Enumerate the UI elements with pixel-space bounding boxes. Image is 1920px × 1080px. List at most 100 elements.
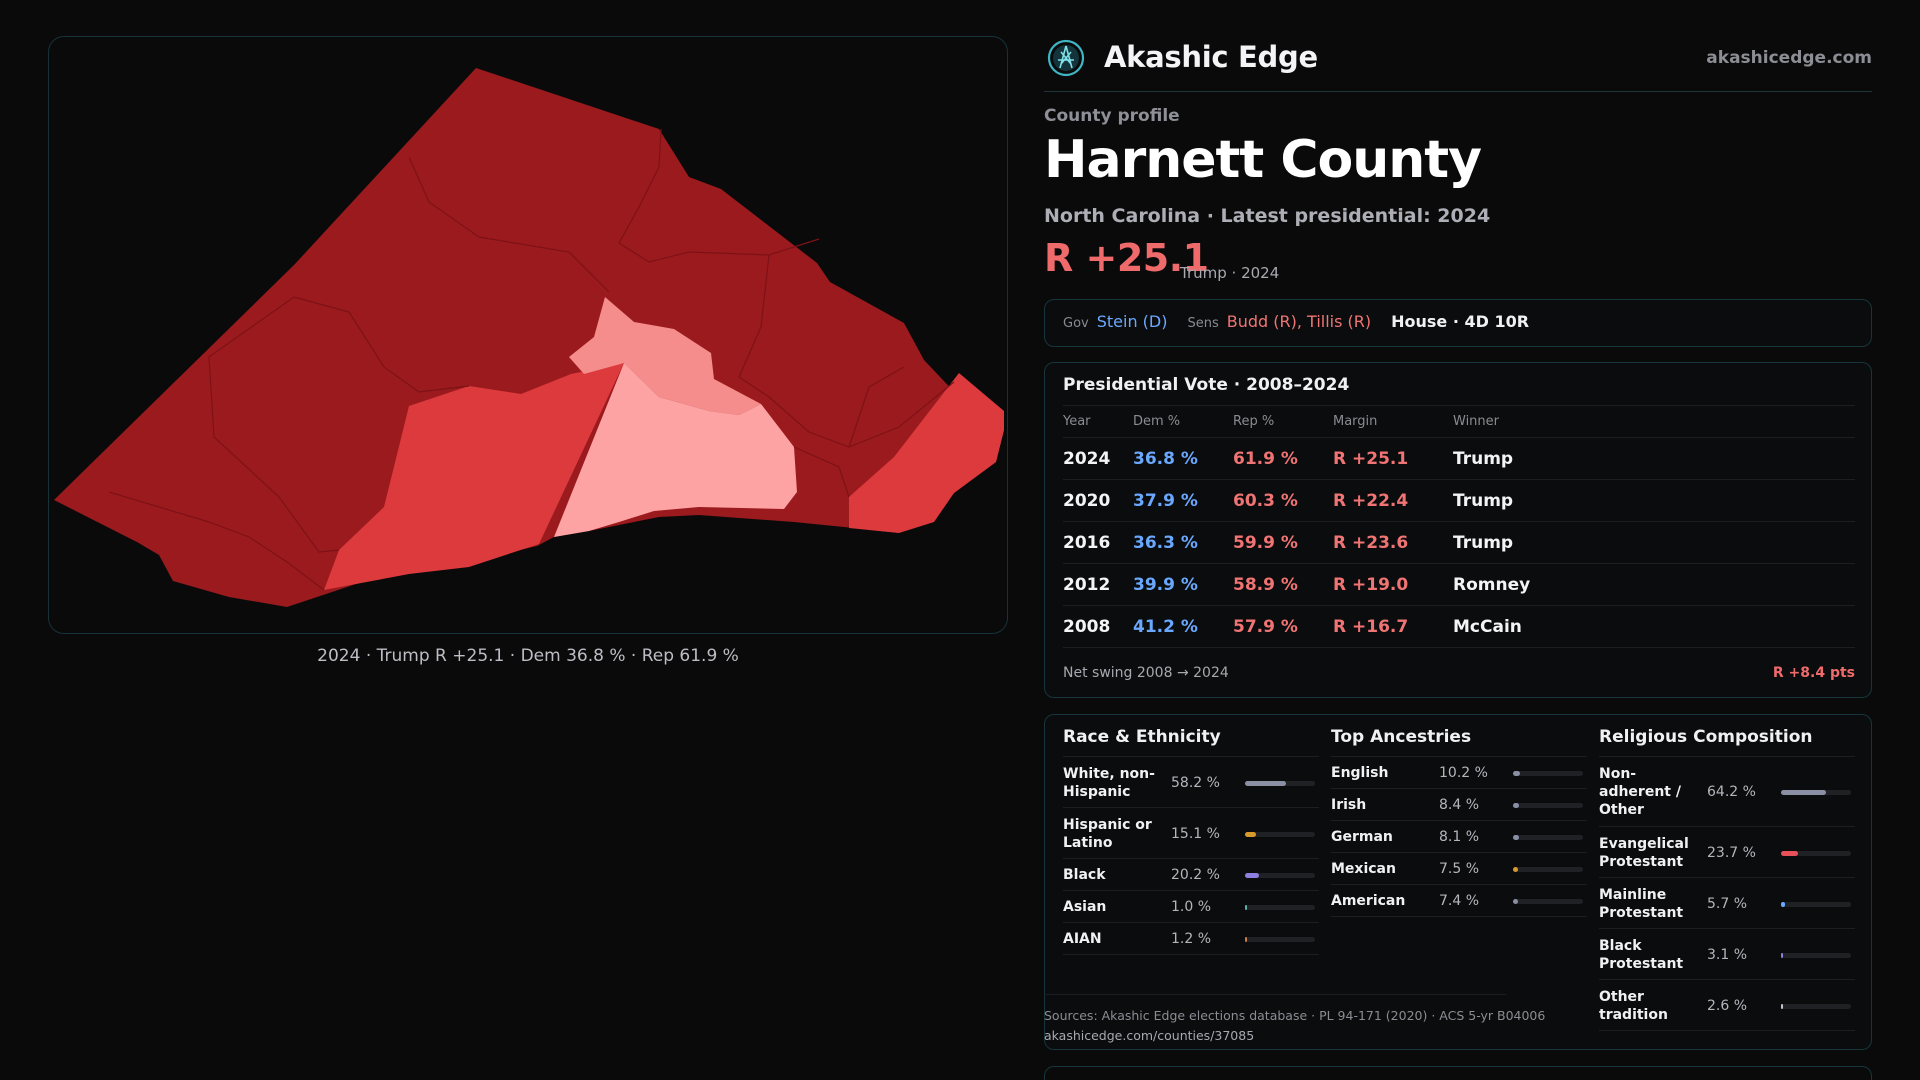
margin-cell: R +22.4 xyxy=(1333,479,1453,522)
senators-names: Budd (R), Tillis (R) xyxy=(1226,312,1372,331)
race-name: White, non-Hispanic xyxy=(1063,765,1155,800)
ancestry-value: 7.5 % xyxy=(1439,861,1480,877)
map-region-south[interactable] xyxy=(324,363,624,590)
latest-margin: R +25.1 xyxy=(1044,236,1209,280)
rep-cell: 61.9 % xyxy=(1233,437,1333,480)
dem-cell: 37.9 % xyxy=(1133,479,1233,522)
religion-name: Other tradition xyxy=(1599,988,1668,1023)
religion-name: Evangelical Protestant xyxy=(1599,835,1689,870)
house-delegation: House · 4D 10R xyxy=(1391,312,1530,331)
race-title: Race & Ethnicity xyxy=(1063,727,1319,757)
religion-bar-track xyxy=(1781,1003,1851,1009)
map-region-east[interactable] xyxy=(849,373,1004,533)
year-cell: 2020 xyxy=(1063,479,1133,522)
religion-bar-fill xyxy=(1781,850,1798,856)
religion-row: Black Protestant 3.1 % xyxy=(1599,929,1855,980)
margin-cell: R +16.7 xyxy=(1333,605,1453,648)
religion-name: Black Protestant xyxy=(1599,937,1684,972)
race-bar-fill xyxy=(1245,905,1247,910)
column-header: Winner xyxy=(1453,405,1855,438)
ancestries-column: Top Ancestries English 10.2 % Irish 8.4 % Ge… xyxy=(1331,727,1587,917)
religion-value: 23.7 % xyxy=(1707,844,1756,861)
rep-cell: 59.9 % xyxy=(1233,521,1333,564)
ancestry-value: 8.1 % xyxy=(1439,829,1480,845)
page-subtitle: North Carolina · Latest presidential: 20… xyxy=(1044,205,1491,227)
religion-bar-fill xyxy=(1781,790,1826,795)
religion-row: Other tradition 2.6 % xyxy=(1599,980,1855,1031)
race-name: Asian xyxy=(1063,899,1107,915)
race-value: 20.2 % xyxy=(1171,867,1220,883)
site-link[interactable]: akashicedge.com xyxy=(1706,48,1872,68)
presidential-table: Year Dem % Rep % Margin Winner 2024 36.8 … xyxy=(1063,405,1855,648)
winner-cell: Romney xyxy=(1453,563,1855,606)
religion-value: 3.1 % xyxy=(1707,946,1748,963)
ancestry-name: Irish xyxy=(1331,797,1367,813)
religion-bar-track xyxy=(1781,952,1851,958)
table-row: 2016 36.3 % 59.9 % R +23.6 Trump xyxy=(1063,521,1855,564)
race-value: 1.2 % xyxy=(1171,931,1212,947)
table-row: 2008 41.2 % 57.9 % R +16.7 McCain xyxy=(1063,605,1855,648)
net-swing-value: R +8.4 pts xyxy=(1772,665,1855,681)
religion-value: 64.2 % xyxy=(1707,784,1756,800)
race-name: Hispanic or Latino xyxy=(1063,816,1152,851)
map-region-central-north[interactable] xyxy=(569,297,761,415)
dem-cell: 39.9 % xyxy=(1133,563,1233,606)
ancestry-bar-fill xyxy=(1513,899,1519,904)
app-header: Akashic Edge akashicedge.com xyxy=(1044,36,1872,92)
ancestry-bar-fill xyxy=(1513,803,1519,808)
ancestry-value: 10.2 % xyxy=(1439,765,1488,781)
ancestry-row: German 8.1 % xyxy=(1331,821,1587,853)
margin-cell: R +19.0 xyxy=(1333,563,1453,606)
race-name: AIAN xyxy=(1063,931,1102,947)
year-cell: 2024 xyxy=(1063,437,1133,480)
ancestry-bar-fill xyxy=(1513,867,1519,872)
sources: Sources: Akashic Edge elections database… xyxy=(1044,1006,1545,1046)
senators-label: Sens xyxy=(1187,316,1219,331)
race-row: AIAN 1.2 % xyxy=(1063,923,1319,955)
religion-bar-fill xyxy=(1781,901,1785,907)
gov-label: Gov xyxy=(1063,316,1089,331)
ancestry-bar-fill xyxy=(1513,771,1521,776)
map-region-central[interactable] xyxy=(554,363,797,537)
religion-row: Non-adherent / Other 64.2 % xyxy=(1599,757,1855,827)
race-bar-fill xyxy=(1245,780,1286,786)
dem-cell: 36.3 % xyxy=(1133,521,1233,564)
latest-margin-note: Trump · 2024 xyxy=(1180,264,1280,282)
map-caption: 2024 · Trump R +25.1 · Dem 36.8 % · Rep … xyxy=(317,646,739,666)
ancestries-title: Top Ancestries xyxy=(1331,727,1587,757)
winner-cell: Trump xyxy=(1453,521,1855,564)
race-bar-fill xyxy=(1245,873,1260,878)
religion-name: Mainline Protestant xyxy=(1599,886,1684,921)
net-swing-label: Net swing 2008 → 2024 xyxy=(1063,665,1229,681)
ancestry-row: Mexican 7.5 % xyxy=(1331,853,1587,885)
race-value: 58.2 % xyxy=(1171,774,1220,791)
race-bar-track xyxy=(1245,831,1315,837)
race-ethnicity-column: Race & Ethnicity White, non-Hispanic 58.2… xyxy=(1063,727,1319,955)
race-row: Hispanic or Latino 15.1 % xyxy=(1063,808,1319,859)
rep-cell: 60.3 % xyxy=(1233,479,1333,522)
ancestry-bar-track xyxy=(1513,771,1583,776)
winner-cell: Trump xyxy=(1453,437,1855,480)
net-swing-row: Net swing 2008 → 2024 R +8.4 pts xyxy=(1063,665,1855,685)
ancestry-name: German xyxy=(1331,829,1393,845)
ancestry-row: American 7.4 % xyxy=(1331,885,1587,917)
table-row: 2012 39.9 % 58.9 % R +19.0 Romney xyxy=(1063,563,1855,606)
religion-bar-track xyxy=(1781,901,1851,907)
margin-cell: R +25.1 xyxy=(1333,437,1453,480)
governor-name: Stein (D) xyxy=(1096,312,1168,331)
ancestry-bar-track xyxy=(1513,867,1583,872)
religion-bar-fill xyxy=(1781,952,1784,958)
map-internal-borders xyxy=(108,128,955,591)
race-row: Black 20.2 % xyxy=(1063,859,1319,891)
akashic-logo-icon[interactable] xyxy=(1046,38,1086,78)
ancestry-bar-track xyxy=(1513,803,1583,808)
presidential-title: Presidential Vote · 2008–2024 xyxy=(1063,375,1350,395)
next-card xyxy=(1044,1066,1872,1080)
sources-text: Sources: Akashic Edge elections database… xyxy=(1044,1008,1546,1023)
county-url-link[interactable]: akashicedge.com/counties/37085 xyxy=(1044,1028,1255,1043)
ancestry-row: English 10.2 % xyxy=(1331,757,1587,789)
religion-bar-fill xyxy=(1781,1003,1783,1009)
column-header: Rep % xyxy=(1233,405,1333,438)
rep-cell: 58.9 % xyxy=(1233,563,1333,606)
brand-name: Akashic Edge xyxy=(1104,40,1318,74)
